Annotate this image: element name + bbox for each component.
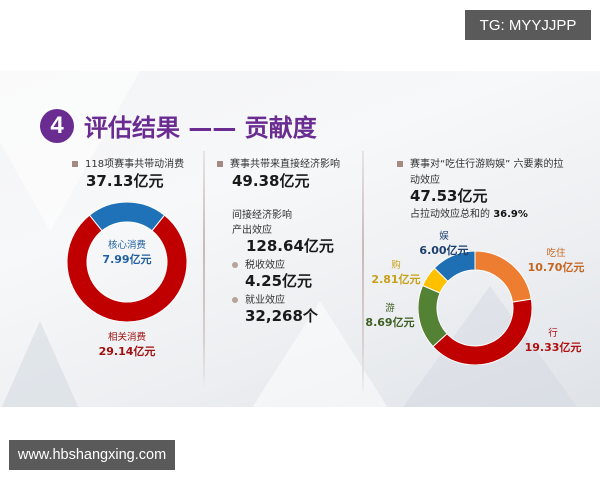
jobs-effect-label: 就业效应 bbox=[232, 291, 285, 306]
direct-impact-heading: 赛事共带来直接经济影响 bbox=[217, 155, 340, 170]
six-elements-share: 占拉动效应总和的 36.9% bbox=[410, 209, 528, 220]
segment-label-tour: 游 8.69亿元 bbox=[365, 303, 415, 329]
donut-segment bbox=[433, 251, 476, 283]
bg-triangle bbox=[250, 301, 390, 407]
square-bullet-icon bbox=[217, 161, 223, 167]
six-elements-heading-cont: 动效应 bbox=[410, 175, 440, 186]
square-bullet-icon bbox=[72, 161, 78, 167]
donut-segment bbox=[88, 202, 166, 232]
segment-label-eat-stay: 吃住 10.70亿元 bbox=[527, 248, 585, 274]
tax-effect-value: 4.25亿元 bbox=[245, 272, 313, 290]
indirect-impact-heading: 间接经济影响 bbox=[232, 210, 292, 221]
donut-segment bbox=[418, 284, 448, 348]
watermark-url: www.hbshangxing.com bbox=[9, 440, 175, 470]
consumption-donut-chart bbox=[67, 202, 187, 322]
six-elements-donut-chart bbox=[418, 251, 532, 365]
round-bullet-icon bbox=[232, 297, 238, 303]
consumption-heading: 118项赛事共带动消费 bbox=[72, 155, 184, 170]
direct-impact-value: 49.38亿元 bbox=[232, 172, 310, 190]
donut-segment bbox=[67, 214, 187, 322]
section-number-badge: 4 bbox=[40, 108, 74, 143]
output-effect-value: 128.64亿元 bbox=[246, 237, 334, 255]
related-consumption-label: 相关消费 29.14亿元 bbox=[98, 332, 156, 358]
donut-segment bbox=[474, 251, 532, 303]
column-divider bbox=[362, 151, 364, 391]
slide-title-row: 4 评估结果 —— 贡献度 bbox=[40, 108, 317, 143]
jobs-effect-value: 32,268个 bbox=[245, 307, 318, 325]
segment-label-travel: 行 19.33亿元 bbox=[524, 328, 582, 354]
segment-label-entertainment: 娱 6.00亿元 bbox=[419, 231, 469, 257]
watermark-tg: TG: MYYJJPP bbox=[465, 10, 591, 40]
column-divider bbox=[203, 151, 205, 391]
round-bullet-icon bbox=[232, 262, 238, 268]
core-consumption-label: 核心消费 7.99亿元 bbox=[102, 240, 152, 266]
segment-label-shopping: 购 2.81亿元 bbox=[371, 260, 421, 286]
slide-title: 评估结果 —— 贡献度 bbox=[84, 114, 317, 142]
six-elements-total: 47.53亿元 bbox=[410, 187, 488, 205]
square-bullet-icon bbox=[397, 161, 403, 167]
six-elements-heading: 赛事对“吃住行游购娱” 六要素的拉 bbox=[397, 155, 564, 170]
tax-effect-label: 税收效应 bbox=[232, 256, 285, 271]
slide: 4 评估结果 —— 贡献度 118项赛事共带动消费 37.13亿元 核心消费 7… bbox=[0, 71, 600, 407]
donut-segment bbox=[432, 298, 532, 365]
consumption-total: 37.13亿元 bbox=[86, 172, 164, 190]
bg-triangle bbox=[0, 321, 80, 407]
output-effect-label: 产出效应 bbox=[232, 225, 272, 236]
